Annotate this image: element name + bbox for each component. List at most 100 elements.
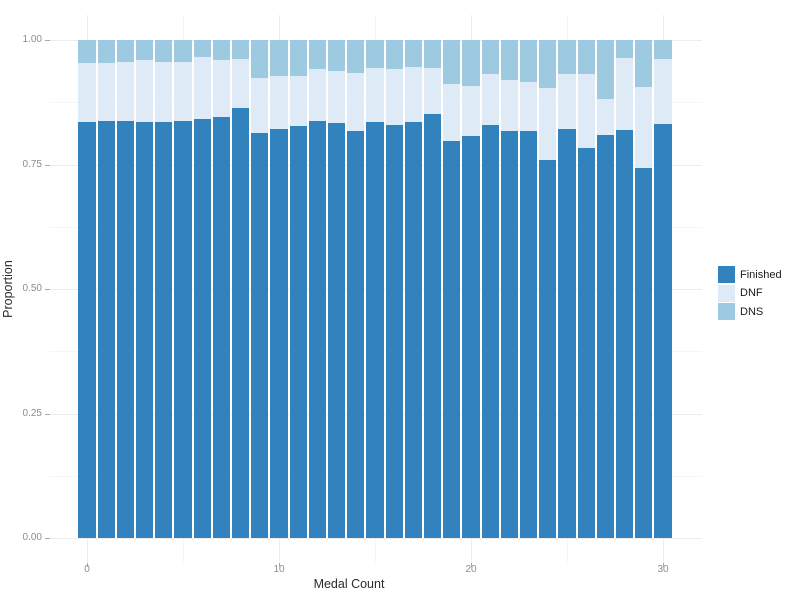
bar-segment-finished xyxy=(635,168,653,538)
legend-item: DNF xyxy=(718,284,782,302)
y-axis-title: Proportion xyxy=(1,260,15,318)
bar-segment-dns xyxy=(308,40,327,69)
y-tick-label: 0.75 xyxy=(22,158,42,170)
y-axis-tick xyxy=(45,40,50,41)
x-tick-label: 0 xyxy=(84,564,90,575)
bar-segment-dnf xyxy=(500,80,519,132)
y-axis-tick xyxy=(45,413,50,415)
x-axis-title: Medal Count xyxy=(313,577,385,591)
bar-segment-finished xyxy=(462,136,480,538)
y-gridline-major xyxy=(49,538,702,539)
bar-segment-dns xyxy=(289,40,307,76)
bar-segment-dns xyxy=(500,40,519,81)
bar-segment-dnf xyxy=(97,63,115,122)
bar-segment-finished xyxy=(174,120,192,538)
bar-segment-finished xyxy=(423,113,442,538)
legend-key-swatch xyxy=(718,284,735,302)
bar-segment-dnf xyxy=(251,77,269,133)
y-tick-label: 0.50 xyxy=(22,283,42,294)
bar-segment-dnf xyxy=(539,87,557,160)
bar-segment-dnf xyxy=(615,58,634,131)
bar-segment-dnf xyxy=(596,99,615,136)
bar-segment-finished xyxy=(481,125,499,538)
bar-segment-finished xyxy=(289,126,307,538)
bar-segment-dnf xyxy=(327,70,346,124)
legend-key-swatch xyxy=(718,303,735,320)
bar-segment-dnf xyxy=(462,85,480,137)
bar-segment-dnf xyxy=(289,75,307,127)
bar-segment-finished xyxy=(135,122,154,538)
bar-segment-dns xyxy=(155,40,173,63)
bar-segment-dns xyxy=(270,40,288,76)
bar-segment-dns xyxy=(385,40,403,70)
x-tick-label: 20 xyxy=(465,564,477,575)
bar-segment-finished xyxy=(596,135,615,538)
bar-segment-finished xyxy=(212,117,231,538)
bar-segment-dnf xyxy=(308,68,327,121)
legend: Finished DNF DNS xyxy=(718,266,782,322)
x-axis-tick xyxy=(279,563,280,567)
bar-segment-finished xyxy=(385,125,403,538)
bar-segment-dnf xyxy=(443,83,461,142)
bar-segment-dns xyxy=(135,40,154,60)
bar-segment-dnf xyxy=(193,57,211,120)
legend-label: DNS xyxy=(740,305,764,318)
legend-key-swatch xyxy=(718,266,735,283)
y-tick-label: 0.00 xyxy=(22,532,42,543)
x-tick-label: 30 xyxy=(657,564,669,575)
bar-segment-finished xyxy=(500,131,519,538)
bar-segment-dns xyxy=(78,40,96,64)
bar-segment-dns xyxy=(212,40,231,60)
bar-segment-dnf xyxy=(78,63,96,123)
bar-segment-dnf xyxy=(558,74,576,130)
bar-segment-finished xyxy=(327,123,346,538)
bar-segment-dns xyxy=(577,40,595,75)
bar-segment-dnf xyxy=(155,62,173,122)
bar-segment-dns xyxy=(97,40,115,64)
bar-segment-finished xyxy=(366,121,384,538)
x-axis-tick xyxy=(471,563,472,567)
bar-segment-dns xyxy=(481,40,499,74)
bar-segment-dnf xyxy=(270,75,288,130)
bar-segment-dns xyxy=(174,40,192,63)
bar-segment-finished xyxy=(78,122,96,538)
bar-segment-dns xyxy=(231,40,250,60)
bar-segment-finished xyxy=(308,120,327,538)
bar-segment-dnf xyxy=(577,74,595,148)
bar-segment-finished xyxy=(193,119,211,538)
bar-segment-dns xyxy=(366,40,384,68)
bar-segment-finished xyxy=(116,120,135,538)
bar-segment-dns xyxy=(558,40,576,75)
bar-segment-dns xyxy=(327,40,346,71)
bar-segment-dnf xyxy=(385,69,403,126)
y-axis-tick xyxy=(45,164,50,166)
y-tick-label: 1.00 xyxy=(22,34,42,45)
bar-segment-dnf xyxy=(423,68,442,114)
bar-segment-dnf xyxy=(404,67,423,122)
bar-segment-dnf xyxy=(231,59,250,108)
bar-segment-finished xyxy=(404,121,423,538)
bar-segment-finished xyxy=(654,124,672,538)
bar-segment-dns xyxy=(654,40,672,59)
bar-segment-finished xyxy=(558,129,576,538)
bar-segment-finished xyxy=(251,132,269,538)
bar-segment-dnf xyxy=(519,82,538,132)
bar-segment-dns xyxy=(596,40,615,100)
bar-segment-dnf xyxy=(116,61,135,121)
bar-segment-dnf xyxy=(174,62,192,121)
plot-panel xyxy=(49,15,702,563)
bar-segment-dnf xyxy=(654,58,672,125)
bar-segment-dnf xyxy=(212,59,231,118)
bar-segment-dnf xyxy=(366,67,384,122)
y-axis-tick xyxy=(45,538,50,539)
x-axis-tick xyxy=(663,563,664,567)
bar-segment-dns xyxy=(462,40,480,86)
x-axis-tick xyxy=(87,563,88,567)
bar-segment-dnf xyxy=(635,86,653,169)
bar-segment-dns xyxy=(635,40,653,87)
legend-item: Finished xyxy=(718,266,782,283)
bar-segment-finished xyxy=(615,130,634,538)
x-tick-label: 10 xyxy=(273,564,285,575)
bar-segment-dnf xyxy=(481,73,499,126)
y-axis-tick xyxy=(45,289,50,290)
